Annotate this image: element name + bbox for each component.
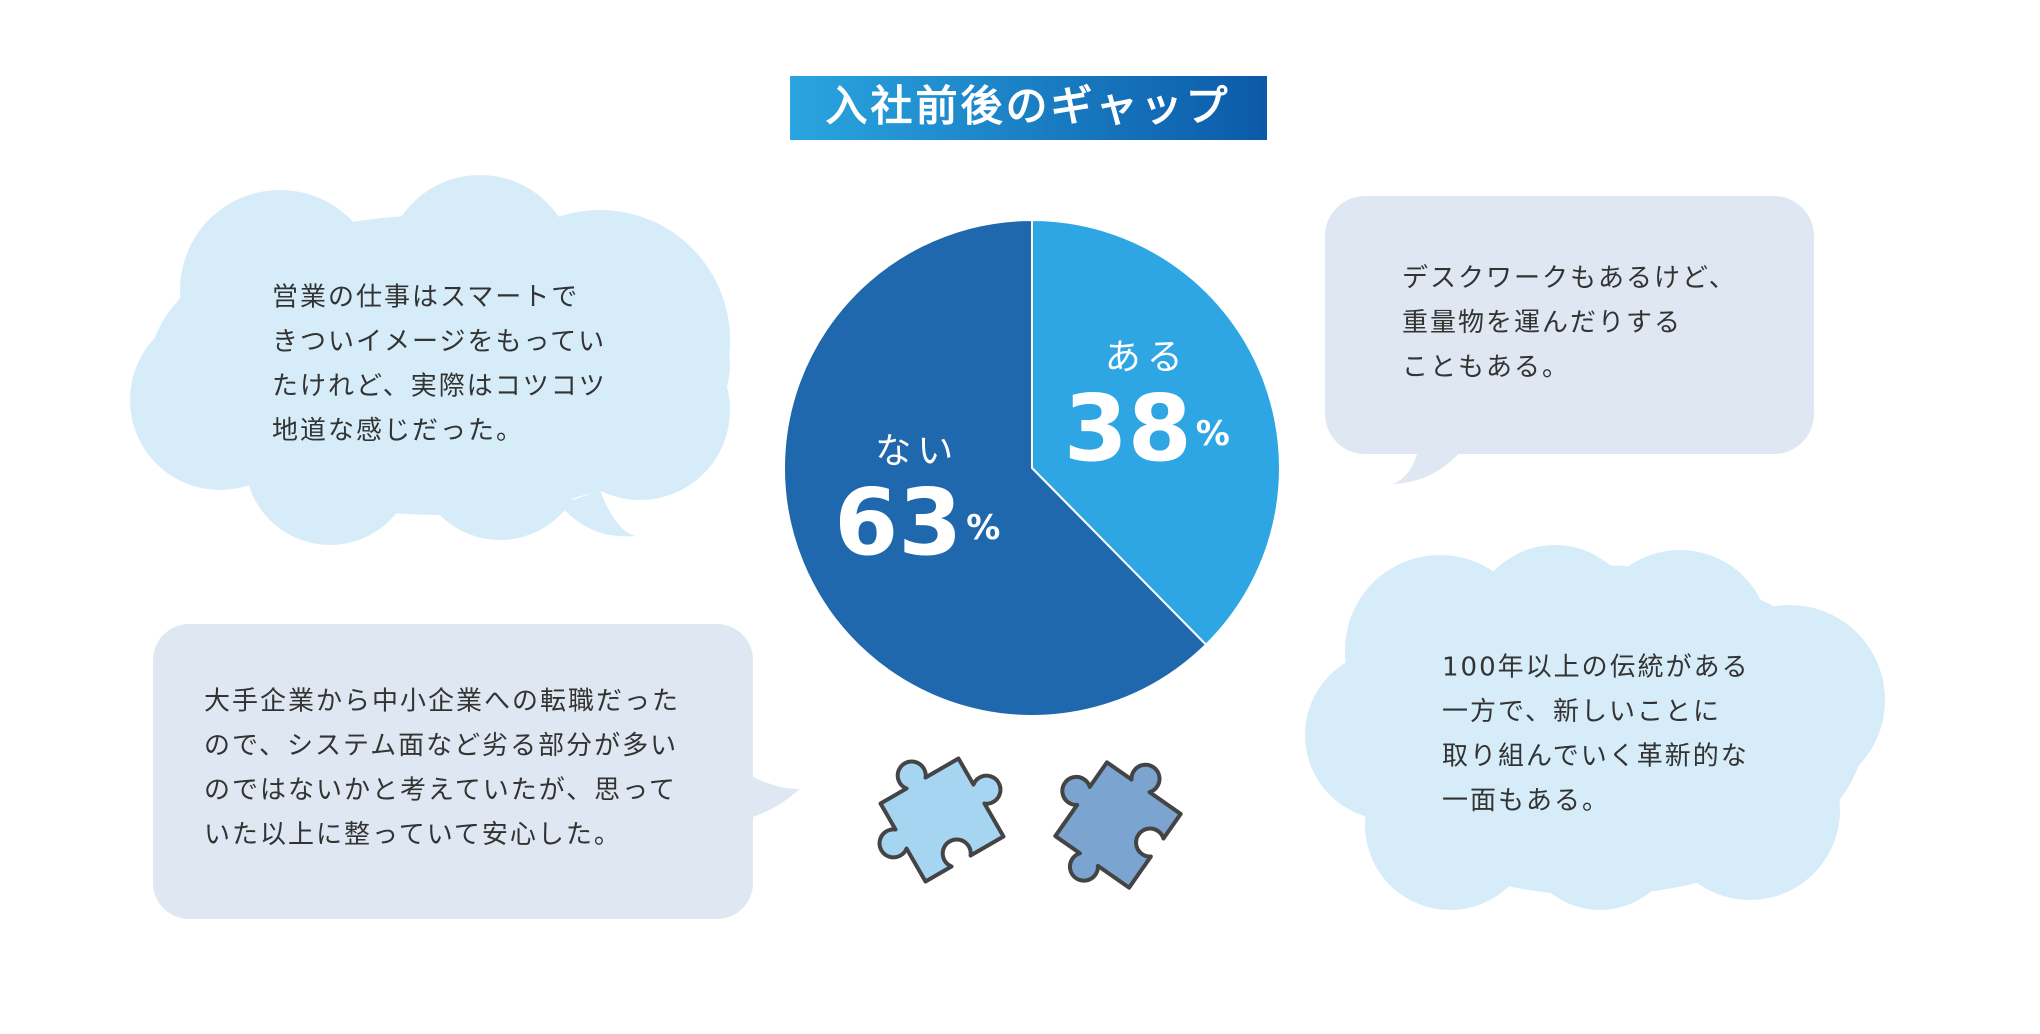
slice-value: 38% bbox=[1064, 375, 1230, 482]
comment-line: 地道な感じだった。 bbox=[272, 416, 524, 446]
value-suffix: % bbox=[1196, 413, 1230, 453]
comment-line: ので、システム面など劣る部分が多い bbox=[204, 731, 678, 761]
comment-line: いた以上に整っていて安心した。 bbox=[204, 820, 622, 850]
comment-line: 100年以上の伝統がある bbox=[1442, 653, 1750, 683]
puzzle-piece bbox=[1053, 760, 1183, 890]
pie-slice bbox=[1031, 218, 1281, 647]
pie-slice bbox=[782, 218, 1208, 717]
slice-label: ない bbox=[875, 431, 959, 472]
title-box bbox=[790, 76, 1267, 140]
comment-line: たけれど、実際はコツコツ bbox=[272, 372, 607, 402]
comment-line: こともある。 bbox=[1402, 353, 1570, 383]
rect-bubble bbox=[153, 624, 800, 919]
cloud-bubble bbox=[130, 175, 730, 545]
comment-line: 重量物を運んだりする bbox=[1402, 308, 1682, 338]
comment-line: デスクワークもあるけど、 bbox=[1402, 264, 1737, 294]
comment-line: 大手企業から中小企業への転職だった bbox=[204, 687, 680, 717]
comment-line: のではないかと考えていたが、思って bbox=[204, 776, 677, 806]
comment-line: きついイメージをもってい bbox=[272, 327, 606, 357]
slice-value: 63% bbox=[834, 469, 1000, 576]
slice-label: ある bbox=[1105, 337, 1189, 378]
comment-line: 取り組んでいく革新的な bbox=[1442, 742, 1749, 772]
comment-line: 一方で、新しいことに bbox=[1442, 697, 1721, 727]
cloud-bubble bbox=[1305, 545, 1885, 910]
chart-title: 入社前後のギャップ bbox=[825, 82, 1230, 131]
rect-bubble bbox=[1325, 196, 1814, 484]
comment-line: 営業の仕事はスマートで bbox=[272, 283, 579, 313]
value-number: 38 bbox=[1064, 375, 1192, 482]
comment-line: 一面もある。 bbox=[1442, 786, 1610, 816]
value-number: 63 bbox=[834, 469, 962, 576]
puzzle-piece bbox=[877, 756, 1006, 884]
value-suffix: % bbox=[966, 508, 1000, 548]
